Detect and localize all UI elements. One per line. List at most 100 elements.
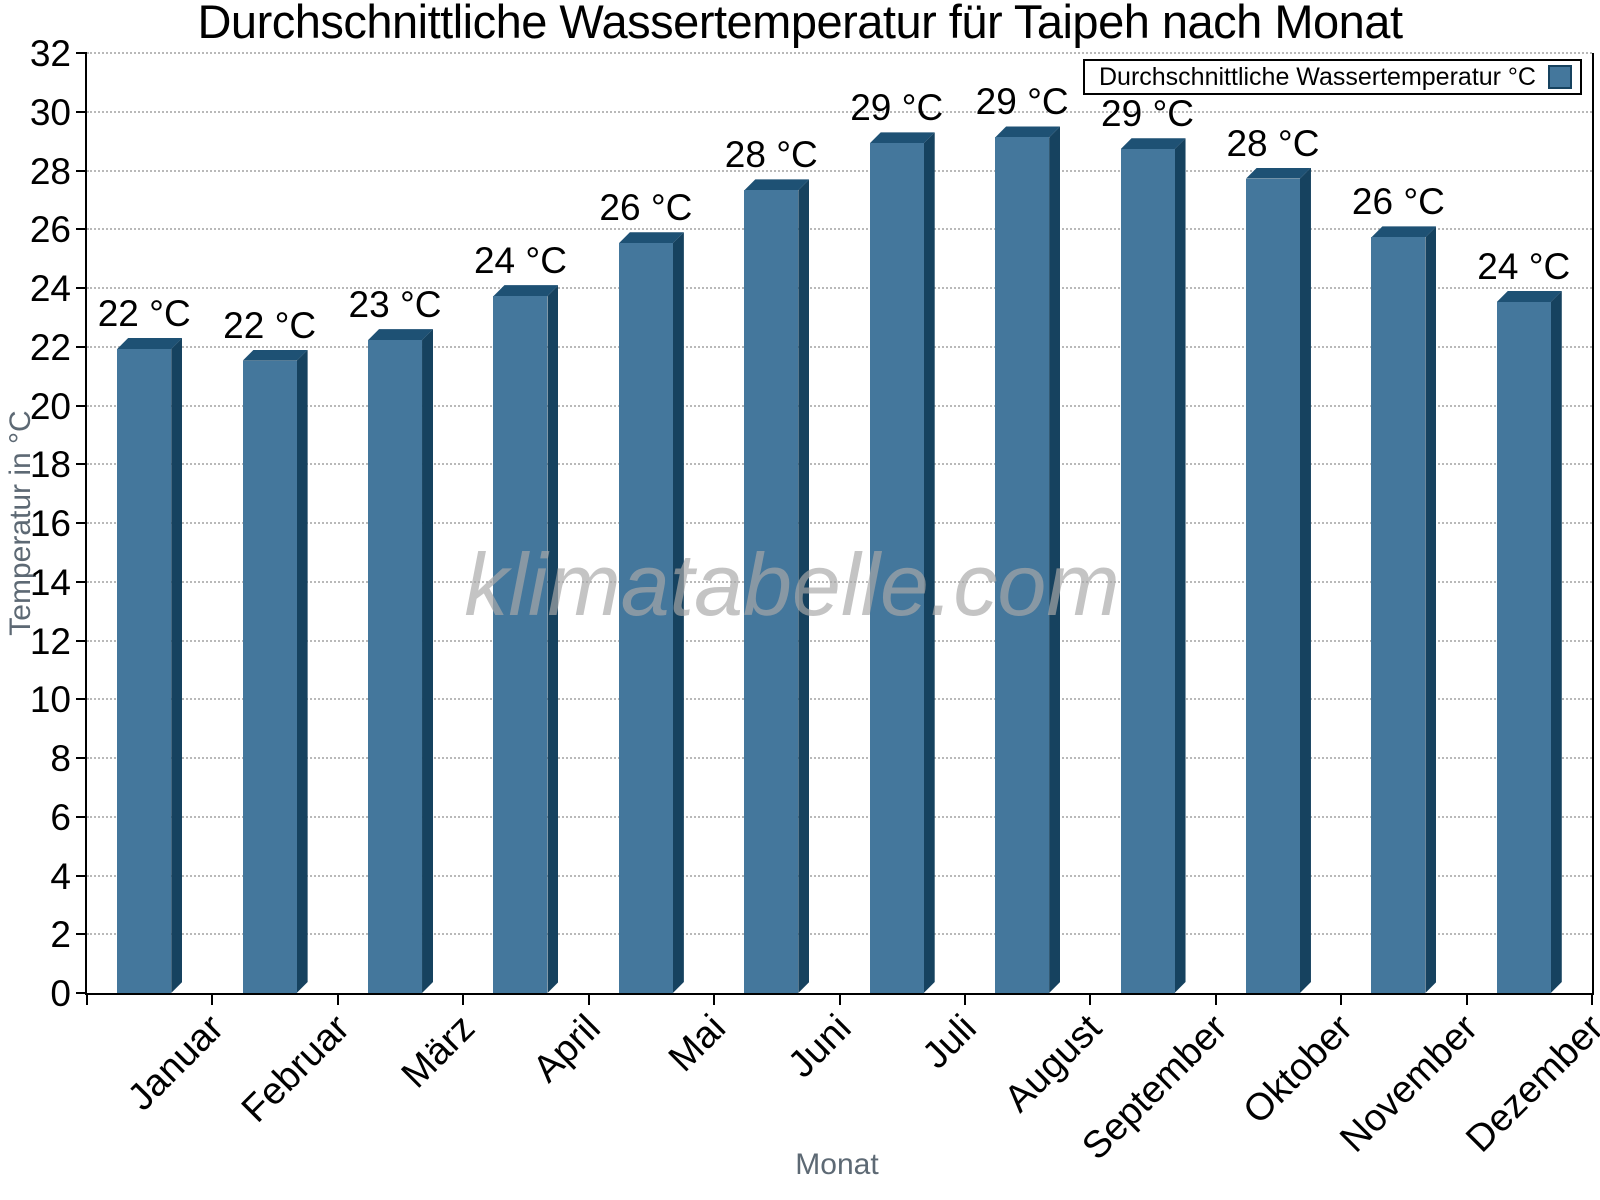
y-tick-4 — [76, 874, 87, 877]
bar-right-face — [924, 132, 935, 993]
gridline-2 — [87, 933, 1592, 936]
bar-value-label-4: 24 °C — [473, 240, 567, 282]
bar-right-face — [1425, 226, 1436, 993]
bar-oktober — [1245, 168, 1311, 993]
bar-value-label-6: 28 °C — [724, 134, 818, 176]
bar-front-face — [1245, 178, 1300, 993]
bar-mai — [618, 232, 684, 993]
x-tick-2 — [336, 993, 339, 1005]
gridline-26 — [87, 228, 1592, 231]
bar-top-face — [493, 285, 558, 296]
bar-value-label-12: 24 °C — [1477, 245, 1571, 287]
bar-right-face — [1049, 126, 1060, 993]
y-tick-label-26: 26 — [29, 209, 71, 251]
gridline-28 — [87, 169, 1592, 172]
bar-value-label-5: 26 °C — [599, 187, 693, 229]
y-tick-28 — [76, 169, 87, 172]
y-tick-label-12: 12 — [29, 620, 71, 662]
bar-juli — [869, 132, 935, 993]
bar-right-face — [798, 179, 809, 993]
bar-top-face — [1121, 138, 1186, 149]
bar-top-face — [117, 338, 182, 349]
gridline-4 — [87, 874, 1592, 877]
y-tick-label-2: 2 — [50, 914, 71, 956]
bar-august — [995, 126, 1060, 993]
y-tick-label-6: 6 — [50, 796, 71, 838]
gridline-8 — [87, 757, 1592, 759]
bar-front-face — [493, 296, 548, 993]
y-tick-14 — [76, 580, 87, 583]
bar-top-face — [870, 132, 935, 143]
y-tick-label-10: 10 — [29, 679, 71, 721]
y-tick-label-32: 32 — [29, 33, 71, 74]
x-tick-label-april: April — [524, 1007, 609, 1091]
y-tick-label-18: 18 — [29, 444, 71, 486]
gridline-24 — [87, 287, 1592, 289]
y-tick-label-4: 4 — [50, 855, 71, 897]
bar-value-label-9: 29 °C — [1101, 93, 1195, 135]
bar-value-label-1: 22 °C — [97, 292, 191, 334]
x-tick-4 — [587, 993, 590, 1005]
y-tick-label-28: 28 — [29, 150, 71, 192]
x-tick-9 — [1214, 993, 1217, 1005]
legend-swatch — [1548, 65, 1572, 89]
y-tick-16 — [76, 522, 87, 524]
x-tick-0 — [86, 993, 88, 1005]
bar-right-face — [1300, 168, 1311, 993]
gridline-20 — [87, 404, 1592, 407]
bar-front-face — [1120, 149, 1175, 993]
plot-area: 0 2 4 6 8 10 12 14 16 18 20 22 24 26 28 30 32 22 °C Januar… — [30, 33, 1600, 1168]
bar-right-face — [297, 350, 308, 993]
bar-top-face — [619, 232, 684, 243]
bar-front-face — [1496, 301, 1551, 993]
x-tick-3 — [462, 993, 465, 1005]
bar-top-face — [744, 179, 809, 190]
bar-right-face — [422, 329, 433, 993]
bar-value-label-10: 28 °C — [1226, 122, 1320, 164]
y-tick-6 — [76, 815, 87, 818]
bar-value-label-3: 23 °C — [348, 284, 442, 326]
bar-value-label-7: 29 °C — [850, 87, 944, 129]
y-tick-24 — [76, 287, 87, 289]
bar-front-face — [744, 190, 799, 993]
y-tick-label-20: 20 — [29, 385, 71, 427]
y-tick-label-0: 0 — [50, 973, 71, 1014]
y-tick-label-22: 22 — [29, 326, 71, 368]
bar-november — [1371, 226, 1436, 993]
x-tick-12 — [1591, 993, 1593, 1005]
chart-title: Durchschnittliche Wassertemperatur für T… — [197, 0, 1403, 48]
x-tick-6 — [838, 993, 841, 1005]
x-tick-label-juli: Juli — [914, 1007, 985, 1078]
y-tick-20 — [76, 404, 87, 407]
gridline-12 — [87, 639, 1592, 642]
x-tick-11 — [1465, 993, 1468, 1005]
y-tick-22 — [76, 345, 87, 348]
bar-juni — [744, 179, 809, 993]
bar-januar — [117, 338, 182, 993]
gridline-10 — [87, 698, 1592, 701]
bar-front-face — [242, 360, 297, 993]
y-tick-30 — [76, 110, 87, 113]
legend: Durchschnittliche Wassertemperatur °C — [1083, 59, 1582, 95]
y-tick-32 — [76, 52, 87, 54]
bar-dezember — [1496, 291, 1562, 993]
bar-front-face — [869, 143, 924, 993]
x-tick-1 — [211, 993, 214, 1005]
x-axis-title: Monat — [795, 1148, 879, 1181]
y-tick-label-16: 16 — [29, 503, 71, 544]
gridline-22 — [87, 345, 1592, 348]
x-tick-label-juni: Juni — [780, 1007, 860, 1086]
x-tick-label-februar: Februar — [233, 1007, 358, 1131]
bar-front-face — [117, 348, 172, 993]
bar-front-face — [995, 137, 1050, 993]
y-tick-8 — [76, 757, 87, 759]
gridline-16 — [87, 522, 1592, 524]
x-tick-7 — [963, 993, 966, 1005]
y-tick-label-24: 24 — [29, 268, 71, 309]
bar-right-face — [1551, 291, 1562, 993]
gridline-18 — [87, 463, 1592, 466]
x-tick-label-oktober: Oktober — [1235, 1007, 1361, 1133]
y-tick-2 — [76, 933, 87, 936]
bar-right-face — [547, 285, 558, 993]
